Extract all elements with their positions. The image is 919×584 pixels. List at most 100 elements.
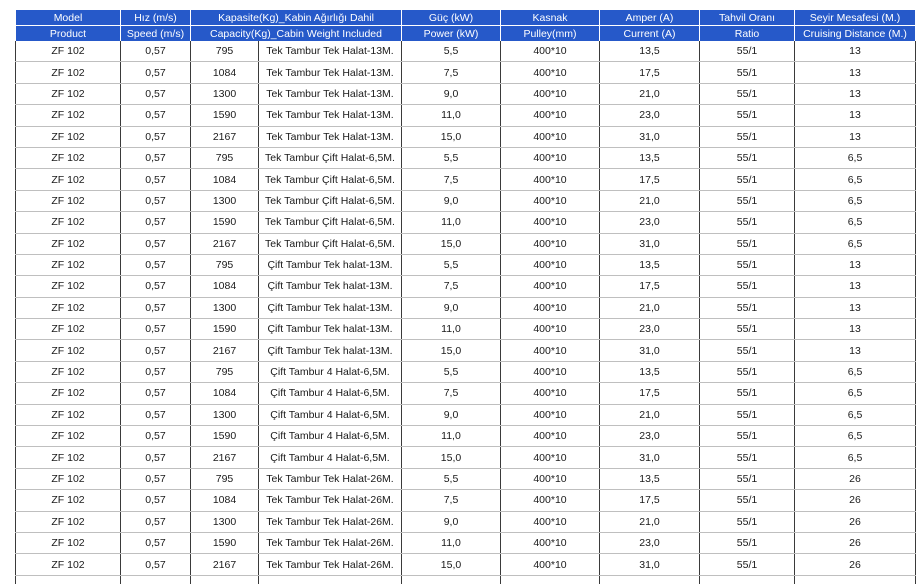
table-row: ZF 102 0,57 2167 Tek Tambur Tek Halat-13M. 1… <box>15 126 916 148</box>
distance-cell: 13 <box>794 339 916 362</box>
distance-cell: 6,5 <box>794 425 916 448</box>
pulley-cell: 400*10 <box>500 126 600 148</box>
distance-cell: 13 <box>794 41 916 63</box>
empty-cell <box>258 575 402 584</box>
ratio-cell: 55/1 <box>699 61 795 84</box>
table-row: ZF 102 0,57 1590 Tek Tambur Tek Halat-26M. 1… <box>15 532 916 555</box>
speed-cell: 0,57 <box>120 446 191 469</box>
product-cell: ZF 102 <box>15 104 121 127</box>
power-cell: 9,0 <box>401 190 501 213</box>
capacity-cell: 2167 <box>190 446 259 469</box>
power-cell: 15,0 <box>401 553 501 576</box>
product-cell: ZF 102 <box>15 147 121 170</box>
config-cell: Tek Tambur Tek Halat-13M. <box>258 126 402 148</box>
table-row: ZF 102 0,57 1084 Tek Tambur Çift Halat-6,5M… <box>15 168 916 191</box>
capacity-cell: 1590 <box>190 425 259 448</box>
config-cell: Çift Tambur 4 Halat-6,5M. <box>258 404 402 427</box>
header-current: Amper (A) <box>599 10 700 26</box>
ratio-cell: 55/1 <box>699 275 795 298</box>
power-cell: 11,0 <box>401 104 501 127</box>
speed-cell: 0,57 <box>120 425 191 448</box>
table-row: ZF 102 0,57 2167 Çift Tambur Tek halat-13M.… <box>15 339 916 362</box>
capacity-cell: 1084 <box>190 489 259 512</box>
header-row-turkish: Model Hız (m/s) Kapasite(Kg)_Kabin Ağırl… <box>15 10 916 26</box>
ratio-cell: 55/1 <box>699 254 795 277</box>
capacity-cell: 2167 <box>190 339 259 362</box>
speed-cell: 0,57 <box>120 404 191 427</box>
distance-cell: 6,5 <box>794 211 916 234</box>
config-cell: Tek Tambur Çift Halat-6,5M. <box>258 147 402 170</box>
current-cell: 23,0 <box>599 425 700 448</box>
header-row-english: Product Speed (m/s) Capacity(Kg)_Cabin W… <box>15 25 916 41</box>
power-cell: 9,0 <box>401 404 501 427</box>
speed-cell: 0,57 <box>120 511 191 533</box>
header-capacity-en: Capacity(Kg)_Cabin Weight Included <box>190 25 402 41</box>
capacity-cell: 1300 <box>190 190 259 213</box>
pulley-cell: 400*10 <box>500 468 600 491</box>
product-cell: ZF 102 <box>15 511 121 533</box>
config-cell: Çift Tambur 4 Halat-6,5M. <box>258 382 402 405</box>
distance-cell: 6,5 <box>794 361 916 384</box>
speed-cell: 0,57 <box>120 41 191 63</box>
current-cell: 21,0 <box>599 297 700 320</box>
pulley-cell: 400*10 <box>500 382 600 405</box>
distance-cell: 26 <box>794 553 916 576</box>
pulley-cell: 400*10 <box>500 211 600 234</box>
power-cell: 5,5 <box>401 147 501 170</box>
product-cell: ZF 102 <box>15 339 121 362</box>
power-cell: 15,0 <box>401 233 501 255</box>
config-cell: Tek Tambur Tek Halat-13M. <box>258 61 402 84</box>
distance-cell: 6,5 <box>794 147 916 170</box>
ratio-cell: 55/1 <box>699 104 795 127</box>
ratio-cell: 55/1 <box>699 382 795 405</box>
capacity-cell: 1084 <box>190 168 259 191</box>
speed-cell: 0,57 <box>120 532 191 555</box>
pulley-cell: 400*10 <box>500 511 600 533</box>
config-cell: Çift Tambur Tek halat-13M. <box>258 254 402 277</box>
current-cell: 13,5 <box>599 468 700 491</box>
ratio-cell: 55/1 <box>699 425 795 448</box>
speed-cell: 0,57 <box>120 254 191 277</box>
product-cell: ZF 102 <box>15 190 121 213</box>
pulley-cell: 400*10 <box>500 318 600 341</box>
config-cell: Çift Tambur Tek halat-13M. <box>258 318 402 341</box>
power-cell: 11,0 <box>401 425 501 448</box>
pulley-cell: 400*10 <box>500 404 600 427</box>
distance-cell: 6,5 <box>794 190 916 213</box>
distance-cell: 13 <box>794 104 916 127</box>
distance-cell: 6,5 <box>794 404 916 427</box>
config-cell: Çift Tambur Tek halat-13M. <box>258 275 402 298</box>
table-row: ZF 102 0,57 2167 Çift Tambur 4 Halat-6,5M. 1… <box>15 446 916 469</box>
pulley-cell: 400*10 <box>500 254 600 277</box>
current-cell: 17,5 <box>599 61 700 84</box>
speed-cell: 0,57 <box>120 489 191 512</box>
table-row: ZF 102 0,57 1300 Çift Tambur 4 Halat-6,5M. 9… <box>15 404 916 427</box>
ratio-cell: 55/1 <box>699 168 795 191</box>
header-distance: Seyir Mesafesi (M.) <box>794 10 916 26</box>
speed-cell: 0,57 <box>120 382 191 405</box>
table-row: ZF 102 0,57 1590 Tek Tambur Tek Halat-13M. 1… <box>15 104 916 127</box>
capacity-cell: 1084 <box>190 61 259 84</box>
table-row: ZF 102 0,57 1300 Tek Tambur Tek Halat-13M. 9… <box>15 83 916 106</box>
pulley-cell: 400*10 <box>500 61 600 84</box>
pulley-cell: 400*10 <box>500 104 600 127</box>
speed-cell: 0,57 <box>120 61 191 84</box>
table-body: ZF 102 0,57 795 Tek Tambur Tek Halat-13M. 5,… <box>15 41 916 584</box>
speed-cell: 0,57 <box>120 211 191 234</box>
capacity-cell: 795 <box>190 468 259 491</box>
config-cell: Çift Tambur Tek halat-13M. <box>258 339 402 362</box>
distance-cell: 13 <box>794 297 916 320</box>
spec-table: Model Hız (m/s) Kapasite(Kg)_Kabin Ağırl… <box>15 10 916 584</box>
empty-cell <box>401 575 501 584</box>
config-cell: Çift Tambur 4 Halat-6,5M. <box>258 361 402 384</box>
power-cell: 11,0 <box>401 318 501 341</box>
pulley-cell: 400*10 <box>500 147 600 170</box>
current-cell: 17,5 <box>599 382 700 405</box>
current-cell: 17,5 <box>599 168 700 191</box>
table-row: ZF 102 0,57 1590 Çift Tambur 4 Halat-6,5M. 1… <box>15 425 916 448</box>
header-pulley: Kasnak <box>500 10 600 26</box>
capacity-cell: 1300 <box>190 404 259 427</box>
current-cell: 21,0 <box>599 83 700 106</box>
capacity-cell: 795 <box>190 147 259 170</box>
pulley-cell: 400*10 <box>500 446 600 469</box>
